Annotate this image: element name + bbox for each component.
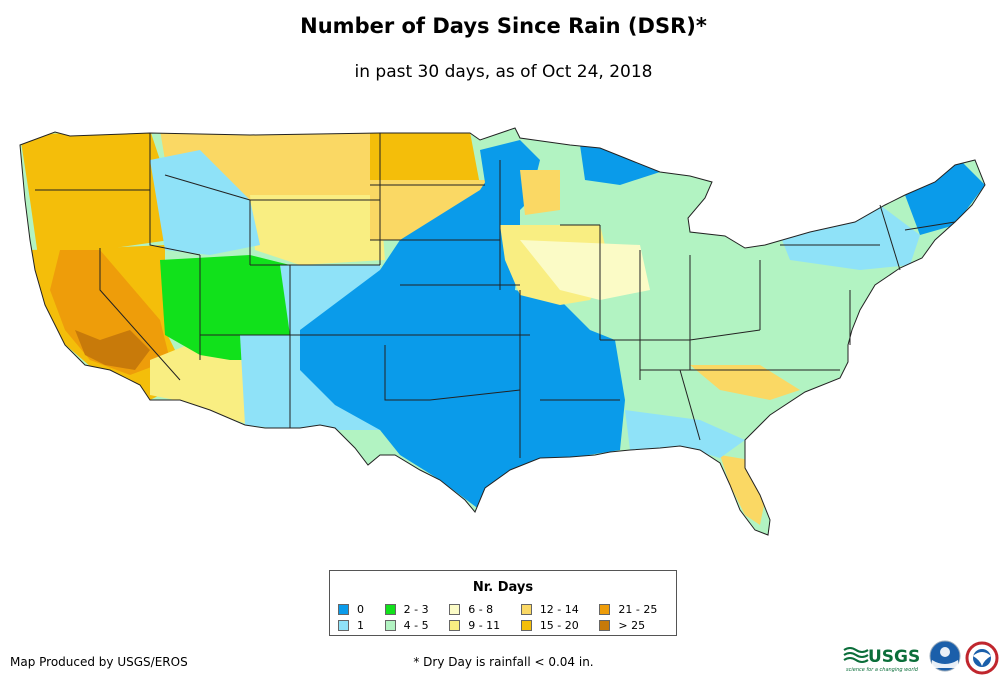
legend-swatch [520,619,532,631]
credit-text: Map Produced by USGS/EROS [10,655,188,669]
region-new-england [905,160,985,235]
legend-title: Nr. Days [472,580,534,595]
map-subtitle: in past 30 days, as of Oct 24, 2018 [354,62,653,82]
legend-item: 6 - 8 [449,601,517,617]
region-socal-extreme [75,330,150,370]
legend-label: 2 - 3 [403,602,429,616]
legend-item: 0 [338,601,381,617]
usgs-wave-icon [843,647,869,663]
legend-swatch [599,619,611,631]
legend-swatch [338,619,349,631]
nws-storm-icon [973,652,991,666]
dry-day-note: * Dry Day is rainfall < 0.04 in. [413,655,594,669]
region-carolinas [690,365,800,400]
legend-label: 12 - 14 [539,602,579,616]
legend-item: 1 [338,617,381,633]
legend-label: 1 [357,618,364,632]
region-wisconsin [520,170,560,215]
legend-item: 4 - 5 [384,617,446,633]
legend: Nr. Days 0 1 2 - 3 4 - 5 6 - 8 9 - 11 12… [329,570,677,636]
legend-item: 12 - 14 [520,601,596,617]
legend-label: 21 - 25 [618,602,658,616]
region-south-light-blue [625,410,745,458]
region-lake-superior [580,145,660,185]
noaa-logo [929,640,961,672]
nws-logo [965,641,999,675]
legend-swatch [384,619,396,631]
legend-item: 15 - 20 [520,617,596,633]
legend-label: 15 - 20 [539,618,579,632]
legend-swatch [449,603,461,615]
region-arizona [150,340,250,425]
region-north-dakota [370,132,480,185]
region-utah-colorado [160,255,295,360]
map-title: Number of Days Since Rain (DSR)* [300,14,707,38]
legend-swatch [449,619,461,631]
legend-item: 21 - 25 [599,601,674,617]
us-dsr-map [19,127,986,536]
region-florida [720,455,765,525]
legend-swatch [384,603,396,615]
usgs-logo: USGS science for a changing world [843,647,920,673]
legend-label: 4 - 5 [403,618,429,632]
legend-grid: 0 1 2 - 3 4 - 5 6 - 8 9 - 11 12 - 14 15 … [338,601,674,633]
legend-item: 9 - 11 [449,617,517,633]
noaa-bird-icon [932,660,958,668]
legend-swatch [338,603,349,615]
legend-label: > 25 [618,618,646,632]
legend-label: 0 [357,602,364,616]
usgs-tagline: science for a changing world [846,667,919,673]
region-pacific-northwest [20,130,170,270]
legend-label: 9 - 11 [468,618,501,632]
agency-logos: USGS science for a changing world [843,640,999,675]
usgs-wordmark: USGS [868,647,920,667]
legend-swatch [599,603,611,615]
state-boundaries [19,127,986,536]
legend-item: > 25 [599,617,674,633]
legend-swatch [520,603,532,615]
region-midwest-pale [520,240,650,300]
region-idaho [150,150,260,255]
legend-item: 2 - 3 [384,601,446,617]
region-wyoming [250,195,385,265]
legend-label: 6 - 8 [468,602,494,616]
